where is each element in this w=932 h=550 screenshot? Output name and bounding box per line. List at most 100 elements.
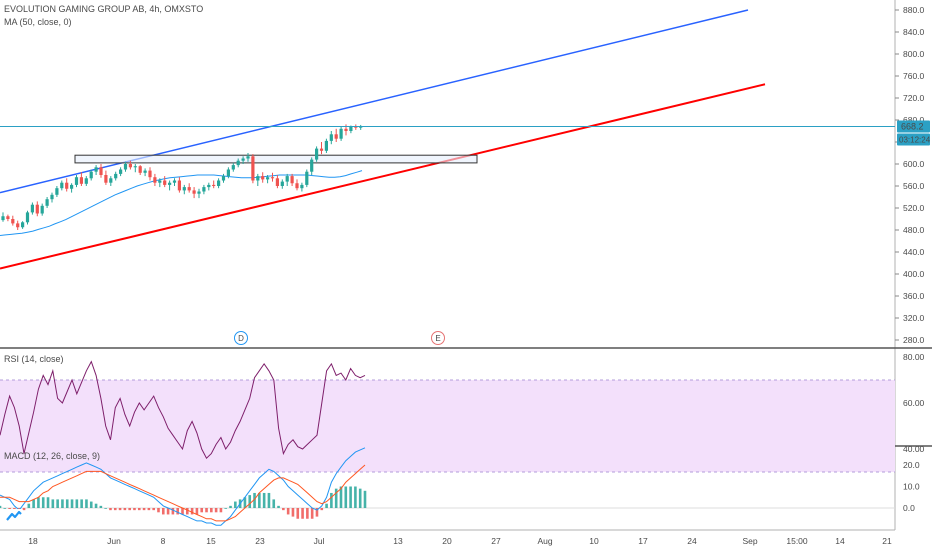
event-marker-dividend[interactable]: D xyxy=(234,331,248,345)
macd-histogram-bar xyxy=(56,499,59,508)
time-tick-label: 8 xyxy=(161,536,166,546)
event-marker-d-label: D xyxy=(238,334,244,343)
macd-histogram-bar xyxy=(205,508,208,513)
candle-body xyxy=(310,159,314,172)
candle-body xyxy=(295,183,299,189)
time-tick-label: 21 xyxy=(882,536,892,546)
candle-body xyxy=(266,177,270,180)
macd-histogram-bar xyxy=(161,508,165,515)
macd-histogram-bar xyxy=(214,508,218,513)
candle-body xyxy=(123,164,128,170)
candle-body xyxy=(109,178,113,183)
macd-histogram-bar xyxy=(3,508,7,509)
current-price-tag xyxy=(897,120,930,133)
macd-histogram-bar xyxy=(315,508,319,517)
candle-body xyxy=(270,177,275,179)
candle-body xyxy=(30,204,34,213)
macd-histogram-bar xyxy=(27,503,31,508)
price-tick-label: 360.0 xyxy=(903,291,925,301)
macd-histogram-bar xyxy=(310,508,314,519)
macd-histogram-bar xyxy=(171,508,175,515)
candle-body xyxy=(182,187,186,191)
macd-histogram-bar xyxy=(277,505,280,508)
macd-histogram-bar xyxy=(186,508,189,515)
rsi-axis-ticks: 80.00 60.00 40.00 xyxy=(903,352,925,454)
event-marker-e-label: E xyxy=(435,334,440,343)
blue-trend-line xyxy=(0,9,749,194)
macd-histogram-bar xyxy=(41,497,45,508)
candle-body xyxy=(133,166,137,168)
macd-histogram-bar xyxy=(32,499,35,508)
candle-body xyxy=(231,165,235,170)
candle-body xyxy=(163,180,167,185)
candle-body xyxy=(221,176,226,181)
macd-histogram-bar xyxy=(176,508,179,515)
macd-tick-label: 20.0 xyxy=(903,460,920,470)
candle-body xyxy=(128,164,132,168)
macd-histogram-bar xyxy=(301,508,304,519)
macd-histogram-bar xyxy=(89,501,93,508)
trend-lines[interactable] xyxy=(0,9,766,270)
candle-body xyxy=(148,170,152,178)
candle-body xyxy=(50,194,54,200)
candle-body xyxy=(65,182,69,189)
resistance-zone-rectangle[interactable] xyxy=(74,154,478,164)
rsi-indicator-label[interactable]: RSI (14, close) xyxy=(4,354,64,364)
price-axis-panel[interactable] xyxy=(895,0,932,550)
macd-histogram-bar xyxy=(320,508,324,511)
candle-body xyxy=(104,175,108,183)
ma-indicator-label[interactable]: MA (50, close, 0) xyxy=(4,17,72,27)
price-tick-label: 440.0 xyxy=(903,247,925,257)
macd-histogram-bar xyxy=(65,499,69,508)
time-tick-label: 23 xyxy=(255,536,265,546)
candle-body xyxy=(74,177,79,185)
macd-histogram-bar xyxy=(334,488,338,508)
candle-body xyxy=(315,148,319,160)
macd-histogram-bar xyxy=(109,508,112,511)
time-tick-label: 24 xyxy=(687,536,697,546)
candle-body xyxy=(99,167,103,175)
candle-body xyxy=(11,219,15,224)
event-marker-earnings[interactable]: E xyxy=(431,331,445,345)
candle-body xyxy=(21,222,25,228)
macd-histogram-bar xyxy=(118,508,122,511)
macd-histogram-bar xyxy=(51,499,55,508)
macd-histogram-bar xyxy=(344,486,348,508)
candle-body xyxy=(55,188,59,195)
candle-body xyxy=(290,176,294,184)
candle-body xyxy=(207,184,211,188)
candle-body xyxy=(6,216,10,219)
macd-histogram-bar xyxy=(181,508,184,515)
macd-histogram-bar xyxy=(330,492,333,508)
price-tick-label: 320.0 xyxy=(903,313,925,323)
candle-body xyxy=(202,187,206,192)
macd-histogram-bar xyxy=(296,508,300,519)
candle-body xyxy=(256,176,260,181)
price-tick-label: 560.0 xyxy=(903,181,925,191)
candle-body xyxy=(261,176,265,180)
time-tick-label: 14 xyxy=(835,536,845,546)
candle-body xyxy=(114,173,118,179)
macd-histogram-bar xyxy=(349,486,352,508)
candle-body xyxy=(1,216,5,221)
price-tick-label: 680.0 xyxy=(903,115,925,125)
macd-histogram-bar xyxy=(286,508,290,515)
candle-body xyxy=(246,156,250,159)
candle-body xyxy=(40,205,44,214)
macd-axis-ticks: 20.0 10.0 0.0 xyxy=(903,460,920,513)
time-axis-ticks: 18 Jun 8 15 23 Jul 13 20 27 Aug 10 17 24 Sep 15:00 14 21 xyxy=(28,536,892,546)
candle-body xyxy=(334,134,338,139)
rsi-band-background xyxy=(0,380,895,472)
tradingview-logo-icon[interactable] xyxy=(5,509,23,523)
rsi-tick-label: 60.00 xyxy=(903,398,925,408)
macd-histogram-bar xyxy=(22,508,26,511)
macd-histogram-bar xyxy=(128,508,131,511)
macd-histogram-bar xyxy=(234,501,237,508)
candle-body xyxy=(177,180,181,191)
time-tick-label: 13 xyxy=(393,536,403,546)
candle-body xyxy=(300,184,304,189)
candle-body xyxy=(319,148,324,151)
macd-histogram-bar xyxy=(210,508,213,513)
macd-indicator-label[interactable]: MACD (12, 26, close, 9) xyxy=(4,451,100,461)
